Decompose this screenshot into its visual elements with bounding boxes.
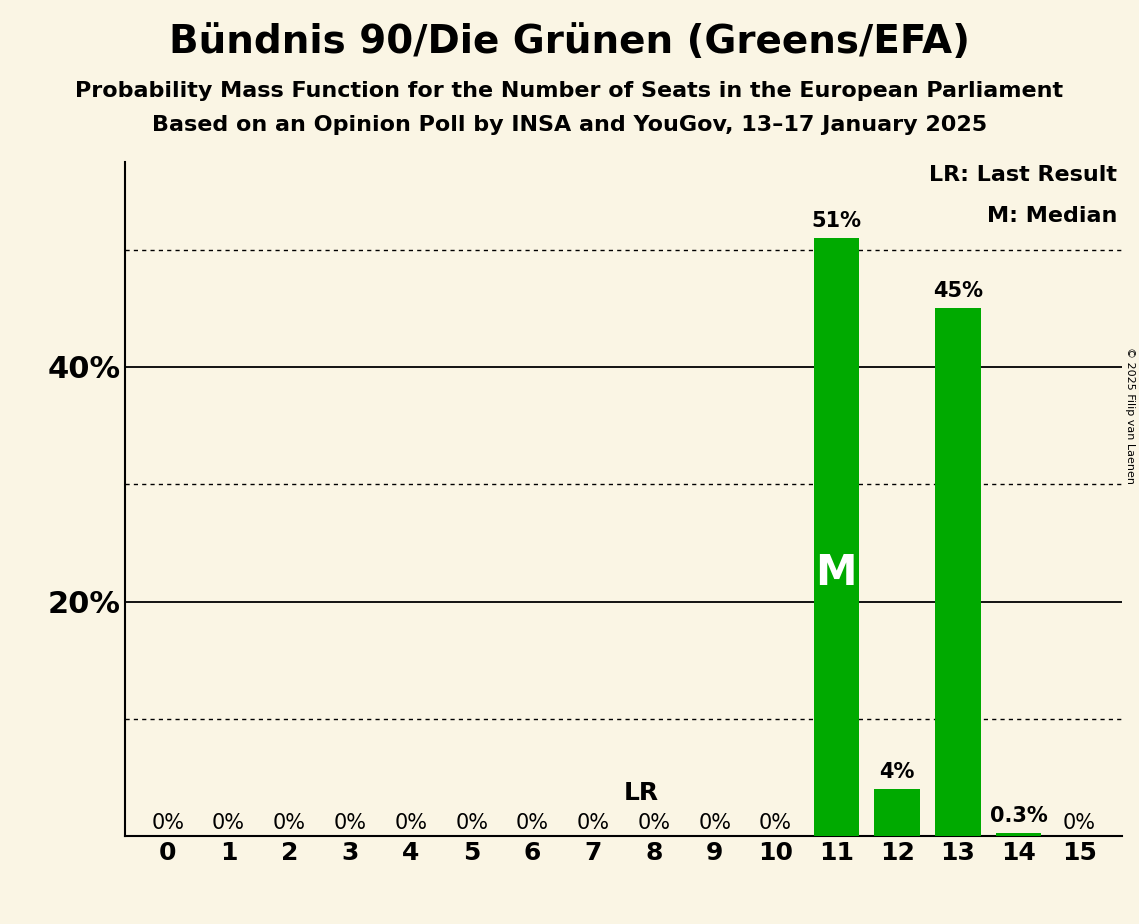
Text: Based on an Opinion Poll by INSA and YouGov, 13–17 January 2025: Based on an Opinion Poll by INSA and You… xyxy=(151,115,988,135)
Text: 0%: 0% xyxy=(456,813,489,833)
Text: 4%: 4% xyxy=(879,762,915,783)
Text: 0%: 0% xyxy=(698,813,731,833)
Text: LR: Last Result: LR: Last Result xyxy=(929,165,1117,185)
Bar xyxy=(995,833,1041,836)
Bar xyxy=(813,238,859,836)
Text: 0%: 0% xyxy=(759,813,792,833)
Text: LR: LR xyxy=(624,781,658,805)
Text: M: M xyxy=(816,552,857,594)
Text: © 2025 Filip van Laenen: © 2025 Filip van Laenen xyxy=(1125,347,1134,484)
Text: 0%: 0% xyxy=(394,813,427,833)
Text: Probability Mass Function for the Number of Seats in the European Parliament: Probability Mass Function for the Number… xyxy=(75,81,1064,102)
Bar xyxy=(935,309,981,836)
Text: 45%: 45% xyxy=(933,281,983,301)
Text: 51%: 51% xyxy=(811,211,861,231)
Text: Bündnis 90/Die Grünen (Greens/EFA): Bündnis 90/Die Grünen (Greens/EFA) xyxy=(169,23,970,61)
Text: 0%: 0% xyxy=(212,813,245,833)
Text: 0%: 0% xyxy=(334,813,367,833)
Text: 0.3%: 0.3% xyxy=(990,806,1048,826)
Text: M: Median: M: Median xyxy=(986,205,1117,225)
Text: 0%: 0% xyxy=(151,813,185,833)
Text: 0%: 0% xyxy=(273,813,306,833)
Bar xyxy=(875,789,920,836)
Text: 0%: 0% xyxy=(1063,813,1096,833)
Text: 0%: 0% xyxy=(516,813,549,833)
Text: 0%: 0% xyxy=(576,813,609,833)
Text: 0%: 0% xyxy=(638,813,671,833)
